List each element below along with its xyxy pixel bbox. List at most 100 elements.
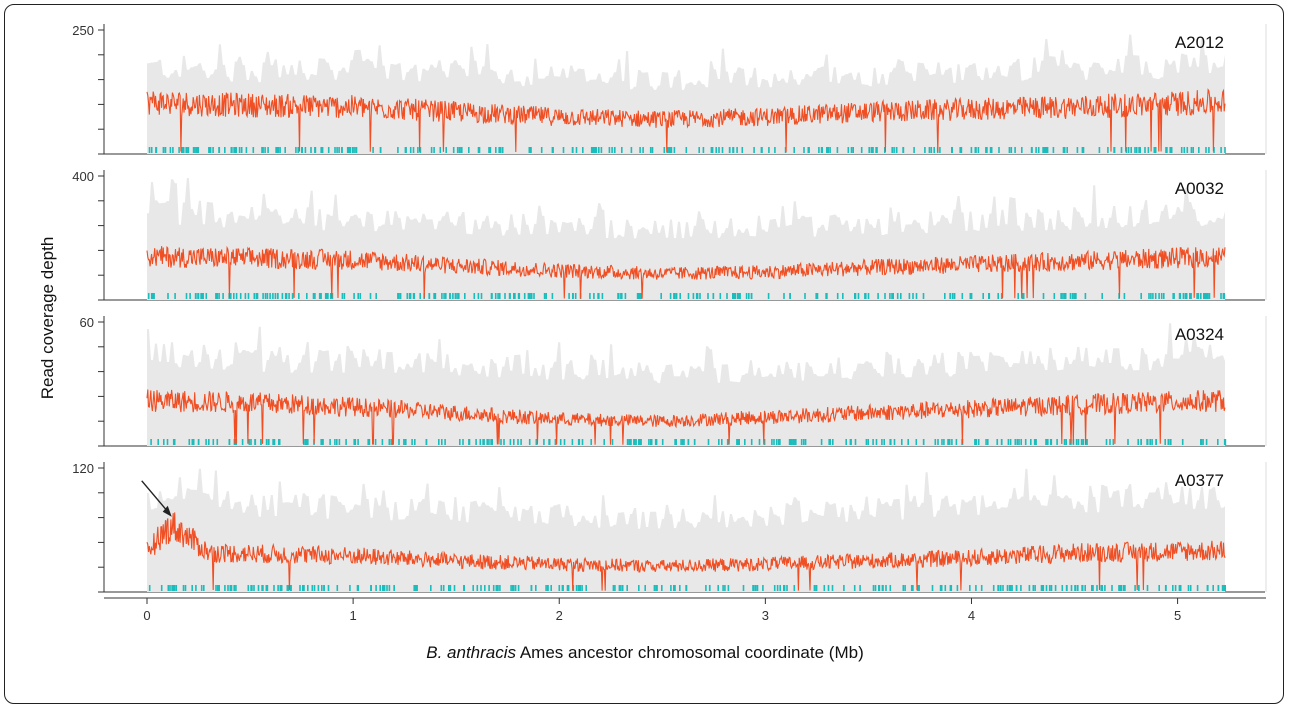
marker-tick bbox=[445, 147, 447, 153]
marker-tick bbox=[354, 147, 356, 153]
marker-tick bbox=[1134, 585, 1136, 591]
marker-tick bbox=[777, 439, 780, 445]
marker-tick bbox=[266, 585, 269, 591]
marker-tick bbox=[297, 147, 299, 153]
marker-tick bbox=[155, 147, 157, 153]
marker-tick bbox=[738, 439, 740, 445]
marker-tick bbox=[388, 585, 391, 591]
marker-tick bbox=[574, 293, 577, 299]
marker-tick bbox=[265, 585, 268, 591]
marker-tick bbox=[205, 293, 208, 299]
marker-tick bbox=[200, 585, 203, 591]
marker-tick bbox=[312, 293, 315, 299]
marker-tick bbox=[753, 585, 755, 591]
marker-tick bbox=[379, 147, 382, 153]
marker-tick bbox=[668, 147, 671, 153]
marker-tick bbox=[1212, 585, 1214, 591]
marker-tick bbox=[374, 439, 377, 445]
marker-tick bbox=[468, 439, 470, 445]
marker-tick bbox=[693, 439, 696, 445]
marker-tick bbox=[761, 147, 763, 153]
marker-tick bbox=[301, 147, 303, 153]
marker-tick bbox=[195, 585, 197, 591]
y-tick-label: 60 bbox=[80, 315, 94, 330]
marker-tick bbox=[527, 293, 530, 299]
marker-tick bbox=[1206, 585, 1209, 591]
marker-tick bbox=[497, 293, 499, 299]
marker-tick bbox=[1154, 293, 1157, 299]
marker-tick bbox=[558, 585, 561, 591]
marker-tick bbox=[1061, 293, 1063, 299]
marker-tick bbox=[762, 585, 764, 591]
marker-tick bbox=[593, 293, 595, 299]
marker-tick bbox=[1196, 585, 1199, 591]
marker-tick bbox=[456, 147, 459, 153]
marker-tick bbox=[698, 147, 700, 153]
marker-tick bbox=[184, 585, 187, 591]
marker-tick bbox=[974, 439, 976, 445]
marker-tick bbox=[986, 147, 988, 153]
marker-tick bbox=[254, 439, 256, 445]
annotation-arrow-shaft bbox=[141, 480, 170, 514]
marker-tick bbox=[1192, 147, 1194, 153]
marker-tick bbox=[397, 293, 399, 299]
marker-tick bbox=[865, 439, 868, 445]
marker-tick bbox=[961, 293, 964, 299]
marker-tick bbox=[494, 293, 497, 299]
marker-tick bbox=[1042, 585, 1045, 591]
marker-tick bbox=[281, 293, 284, 299]
marker-tick bbox=[638, 585, 640, 591]
marker-tick bbox=[608, 147, 611, 153]
marker-tick bbox=[1190, 147, 1193, 153]
marker-tick bbox=[218, 293, 220, 299]
marker-tick bbox=[845, 439, 847, 445]
marker-tick bbox=[509, 439, 512, 445]
marker-tick bbox=[403, 439, 405, 445]
marker-tick bbox=[948, 439, 951, 445]
marker-tick bbox=[274, 293, 277, 299]
marker-tick bbox=[273, 585, 275, 591]
marker-tick bbox=[355, 147, 358, 153]
marker-tick bbox=[1206, 293, 1209, 299]
marker-tick bbox=[172, 585, 175, 591]
marker-tick bbox=[1202, 439, 1204, 445]
marker-tick bbox=[499, 147, 502, 153]
marker-tick bbox=[304, 439, 307, 445]
marker-tick bbox=[637, 293, 640, 299]
marker-tick bbox=[208, 147, 210, 153]
marker-tick bbox=[621, 293, 623, 299]
marker-tick bbox=[172, 147, 174, 153]
marker-tick bbox=[1045, 585, 1048, 591]
marker-tick bbox=[1074, 585, 1076, 591]
marker-tick bbox=[484, 585, 486, 591]
marker-tick bbox=[601, 293, 604, 299]
marker-tick bbox=[884, 147, 886, 153]
marker-tick bbox=[462, 439, 464, 445]
marker-tick bbox=[702, 147, 705, 153]
marker-tick bbox=[939, 585, 942, 591]
marker-tick bbox=[941, 439, 943, 445]
marker-tick bbox=[438, 439, 440, 445]
marker-tick bbox=[1135, 147, 1138, 153]
marker-tick bbox=[311, 585, 314, 591]
marker-tick bbox=[685, 585, 688, 591]
marker-tick bbox=[261, 147, 263, 153]
marker-tick bbox=[783, 585, 785, 591]
marker-tick bbox=[488, 585, 490, 591]
marker-tick bbox=[726, 293, 728, 299]
marker-tick bbox=[1042, 147, 1044, 153]
marker-tick bbox=[230, 293, 232, 299]
marker-tick bbox=[1223, 585, 1225, 591]
marker-tick bbox=[827, 147, 830, 153]
marker-tick bbox=[148, 147, 151, 153]
marker-tick bbox=[445, 293, 447, 299]
marker-tick bbox=[639, 147, 641, 153]
marker-tick bbox=[1153, 147, 1156, 153]
marker-tick bbox=[511, 585, 514, 591]
marker-tick bbox=[1173, 293, 1175, 299]
marker-tick bbox=[930, 147, 933, 153]
marker-tick bbox=[202, 293, 204, 299]
marker-tick bbox=[500, 439, 502, 445]
marker-tick bbox=[486, 439, 488, 445]
marker-tick bbox=[895, 147, 898, 153]
